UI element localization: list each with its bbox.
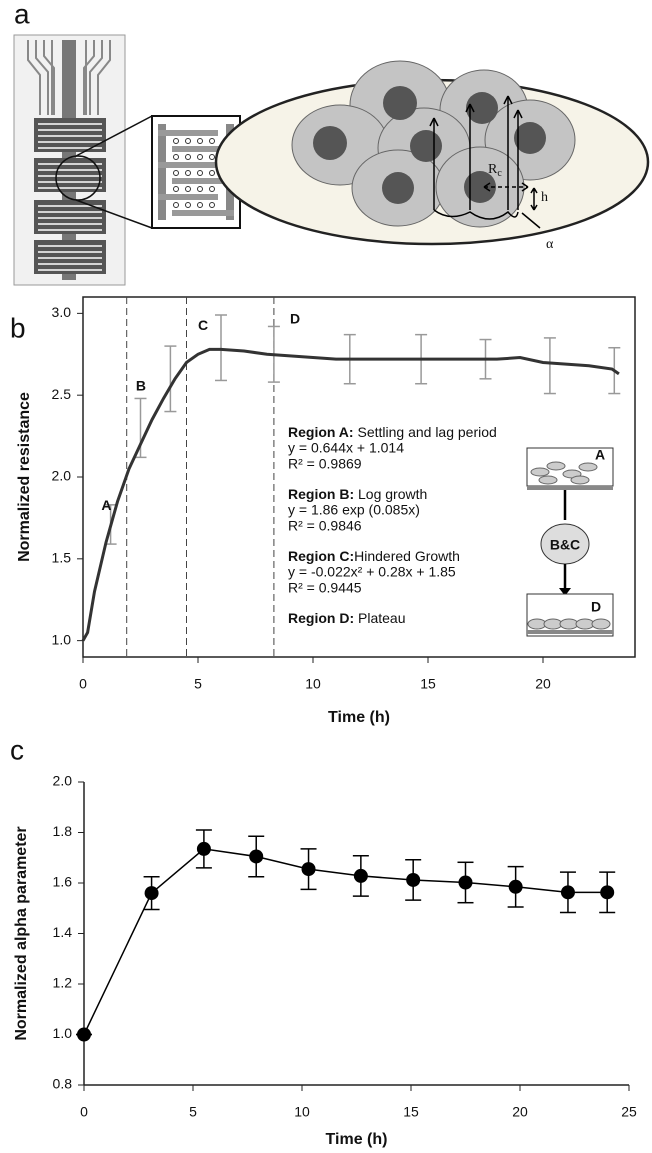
diagram-label: α	[546, 237, 554, 252]
x-tick-label: 10	[294, 1104, 310, 1120]
inset-electrode	[527, 630, 613, 634]
cell-monolayer: Rc h α	[214, 60, 650, 252]
x-tick-label: 25	[621, 1104, 637, 1120]
region-heading: Region B: Log growth	[288, 486, 427, 502]
data-point	[196, 841, 211, 856]
inset-cell	[543, 618, 563, 630]
error-bar	[164, 345, 177, 413]
inset-label: D	[591, 599, 601, 615]
error-bar	[215, 314, 227, 382]
region-description: Plateau	[354, 610, 405, 626]
x-tick-label: 10	[305, 676, 321, 692]
inset-cell	[527, 618, 547, 630]
panel-label: c	[10, 734, 24, 765]
x-axis-title: Time (h)	[328, 709, 390, 726]
data-point	[144, 886, 159, 901]
region-description: Log growth	[354, 486, 427, 502]
region-description: Hindered Growth	[354, 548, 460, 564]
data-point	[458, 875, 473, 890]
inset-cell	[530, 467, 550, 477]
inset-electrode	[527, 486, 613, 490]
y-tick-label: 1.4	[53, 924, 73, 940]
x-tick-label: 15	[420, 676, 436, 692]
region-equation: R² = 0.9846	[288, 518, 362, 534]
region-description: Settling and lag period	[354, 424, 497, 440]
region-equation: y = -0.022x² + 0.28x + 1.85	[288, 564, 456, 580]
region-heading: Region A: Settling and lag period	[288, 424, 497, 440]
region-heading: Region D: Plateau	[288, 610, 405, 626]
region-label: C	[198, 317, 208, 333]
growth-inset: A B&C D	[526, 447, 614, 637]
diagram-label: h	[541, 190, 548, 205]
diagram-label: Rc	[488, 162, 502, 179]
x-tick-label: 0	[80, 1104, 88, 1120]
y-tick-label: 2.0	[53, 773, 73, 789]
x-axis-title: Time (h)	[326, 1131, 388, 1148]
region-equation: R² = 0.9445	[288, 580, 362, 596]
region-title: Region B:	[288, 486, 354, 502]
x-tick-label: 20	[535, 676, 551, 692]
inset-cell	[591, 618, 611, 630]
data-line	[83, 848, 608, 1035]
y-tick-label: 1.0	[52, 631, 72, 647]
data-point	[77, 1027, 91, 1042]
y-tick-label: 3.0	[52, 304, 72, 320]
data-point	[301, 862, 316, 877]
region-label: A	[101, 497, 111, 513]
panel-label: a	[14, 0, 30, 29]
label-subscript: c	[497, 168, 502, 179]
region-label: D	[290, 311, 300, 327]
panel-label: b	[10, 312, 26, 343]
data-point	[560, 885, 575, 900]
inset-cell	[546, 461, 566, 471]
inset-label: A	[595, 447, 605, 463]
y-tick-label: 1.6	[53, 874, 73, 890]
inset-arrowhead	[559, 588, 571, 596]
x-tick-label: 5	[189, 1104, 197, 1120]
region-equation: R² = 0.9869	[288, 456, 362, 472]
region-equation: y = 0.644x + 1.014	[288, 440, 404, 456]
label: R	[488, 162, 498, 177]
y-axis-title: Normalized resistance	[16, 392, 33, 562]
x-tick-label: 5	[194, 676, 202, 692]
inset-label: B&C	[550, 537, 580, 553]
region-title: Region D:	[288, 610, 354, 626]
region-title: Region A:	[288, 424, 354, 440]
data-point	[353, 868, 368, 883]
data-point	[508, 879, 523, 894]
inset-cell	[559, 618, 579, 630]
inset-cell	[575, 618, 595, 630]
data-line	[81, 347, 620, 642]
x-tick-label: 15	[403, 1104, 419, 1120]
data-point	[406, 872, 421, 887]
x-tick-label: 20	[512, 1104, 528, 1120]
region-equation: y = 1.86 exp (0.085x)	[288, 502, 420, 518]
inset-cell	[578, 462, 598, 472]
y-axis-title: Normalized alpha parameter	[13, 826, 30, 1040]
data-point	[249, 849, 264, 864]
y-tick-label: 1.5	[52, 550, 72, 566]
y-tick-label: 1.8	[53, 823, 73, 839]
inset-cell	[538, 475, 558, 485]
y-tick-label: 1.0	[53, 1025, 73, 1041]
y-tick-label: 1.2	[53, 975, 73, 991]
error-bar	[543, 337, 556, 395]
region-title: Region C:	[288, 548, 354, 564]
error-bar	[134, 397, 147, 459]
y-tick-label: 2.5	[52, 386, 72, 402]
x-tick-label: 0	[79, 676, 87, 692]
inset-cell	[570, 475, 590, 485]
y-tick-label: 0.8	[53, 1076, 73, 1092]
data-point	[600, 885, 615, 900]
y-tick-label: 2.0	[52, 468, 72, 484]
region-label: B	[136, 378, 146, 394]
region-heading: Region C:Hindered Growth	[288, 548, 460, 564]
